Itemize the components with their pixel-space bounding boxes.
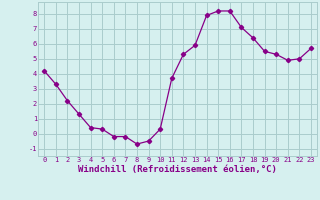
X-axis label: Windchill (Refroidissement éolien,°C): Windchill (Refroidissement éolien,°C) [78, 165, 277, 174]
